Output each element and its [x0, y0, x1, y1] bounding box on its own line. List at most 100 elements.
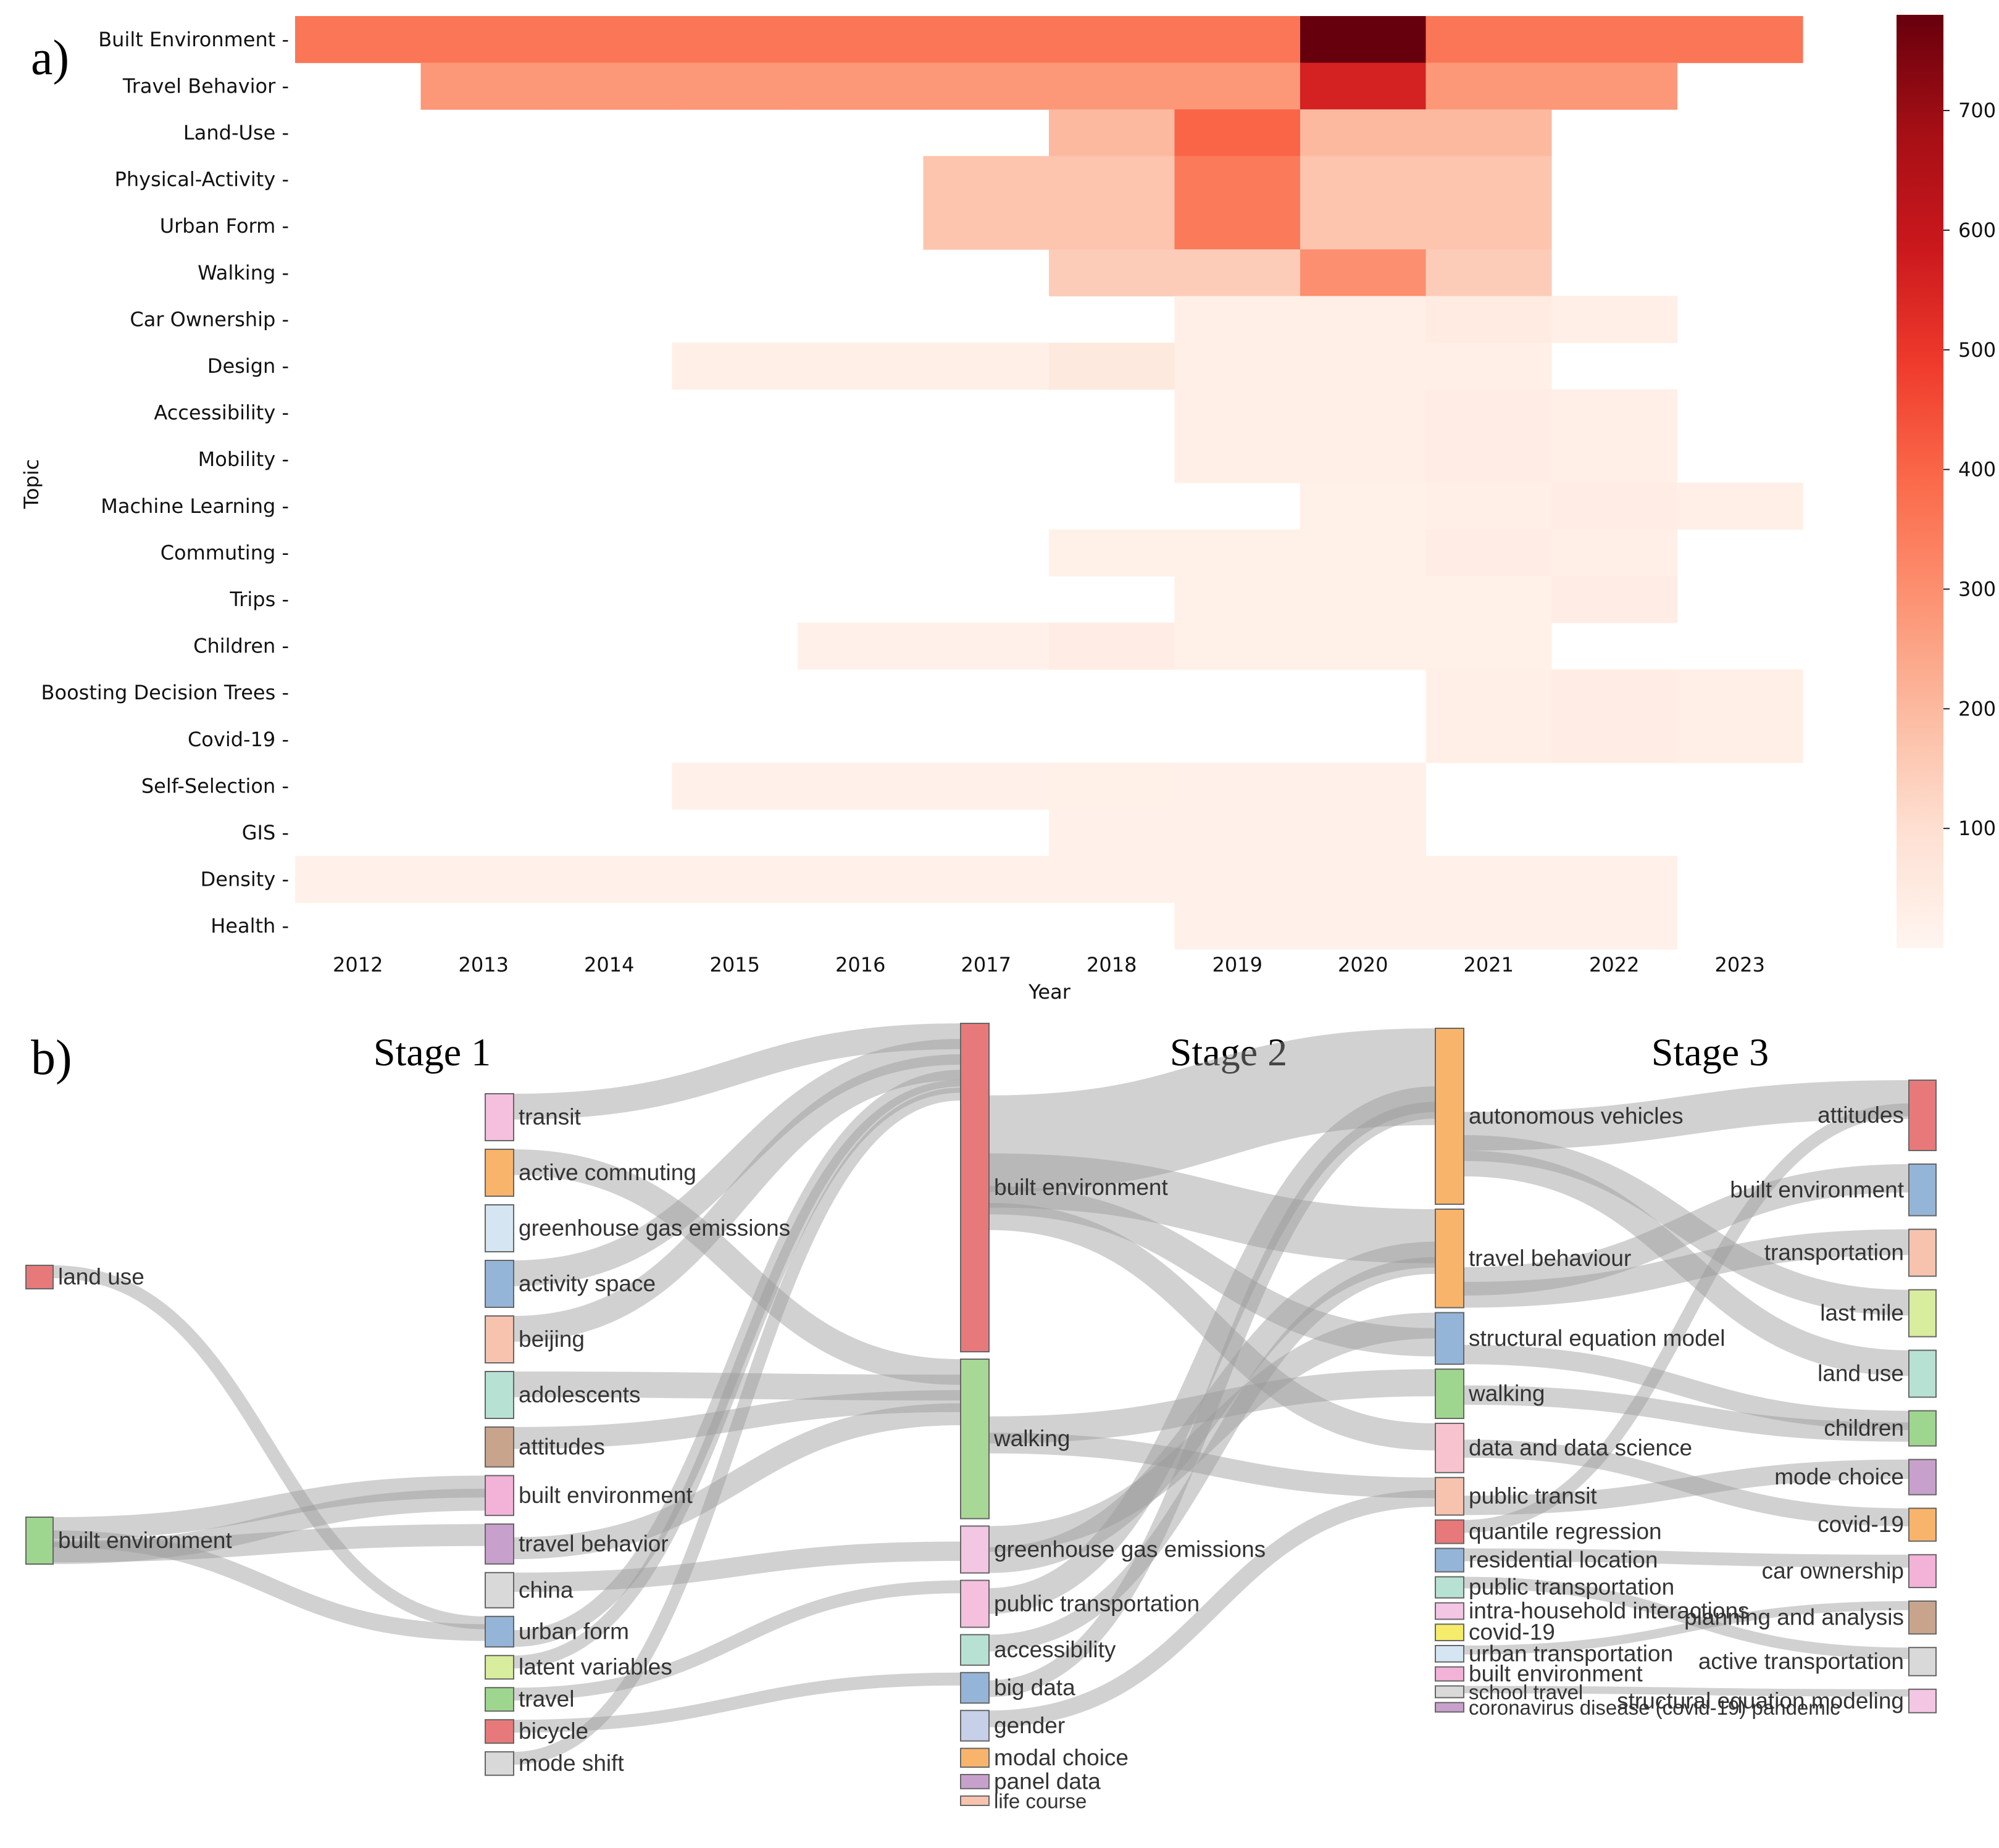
heatmap-cell-built-environment-2019: [1174, 16, 1301, 64]
sankey-node-land-use: [1908, 1349, 1937, 1398]
heatmap-cell-land-use-2019: [1174, 109, 1301, 157]
sankey-node-public-transit: [1435, 1476, 1464, 1516]
heatmap-cell-children-2021: [1425, 622, 1552, 670]
y-tick-label: Trips -: [229, 588, 289, 611]
y-tick-label: Car Ownership -: [130, 307, 289, 331]
x-tick-label: 2018: [1087, 953, 1137, 976]
sankey-node-public-transportation: [1435, 1576, 1464, 1599]
sankey-node-label: gender: [994, 1713, 1065, 1738]
sankey-node-label: public transportation: [1469, 1575, 1674, 1600]
heatmap-cell-urban-form-2017: [923, 202, 1050, 250]
heatmap-cell-walking-2020: [1300, 249, 1427, 297]
sankey-node-label: travel behaviour: [1469, 1246, 1631, 1271]
x-tick-label: 2019: [1212, 953, 1262, 976]
heatmap-cell-land-use-2021: [1425, 109, 1552, 157]
heatmap-cell-built-environment-2014: [546, 16, 673, 64]
sankey-link-built-environment-to-urban-form: [52, 1530, 486, 1641]
x-tick-label: 2022: [1589, 953, 1639, 976]
heatmap-cell-travel-behavior-2017: [923, 62, 1050, 110]
heatmap-cell-commuting-2020: [1300, 529, 1427, 576]
heatmap-cell-urban-form-2019: [1174, 202, 1301, 250]
heatmap-cell-design-2018: [1049, 343, 1175, 390]
heatmap-cell-accessibility-2019: [1174, 389, 1301, 436]
sankey-node-label: car ownership: [1762, 1558, 1904, 1583]
heatmap-cell-design-2016: [798, 343, 924, 390]
heatmap-cell-health-2020: [1300, 902, 1427, 950]
sankey-link-autonomous-vehicles-to-attitudes: [1463, 1080, 1909, 1151]
sankey-node-latent-variables: [485, 1655, 514, 1680]
colorbar-tick-label: 400: [1958, 458, 1996, 481]
sankey-node-label: transportation: [1764, 1240, 1904, 1265]
heatmap-cell-density-2020: [1300, 855, 1427, 903]
heatmap-cell-built-environment-2016: [798, 16, 924, 64]
heatmap-cell-self-selection-2015: [672, 762, 798, 810]
heatmap-cell-land-use-2020: [1300, 109, 1427, 157]
heatmap-cell-travel-behavior-2014: [546, 62, 673, 110]
sankey-node-public-transportation: [960, 1580, 990, 1628]
sankey-node-activity-space: [485, 1260, 514, 1308]
sankey-link-public-transportation-to-autonomous-vehicles: [988, 1086, 1436, 1614]
sankey-link-built-environment-to-structural-equation-model: [988, 1186, 1436, 1357]
sankey-node-label: intra-household interactions: [1469, 1598, 1750, 1623]
heatmap-cell-accessibility-2022: [1551, 389, 1678, 436]
heatmap-cell-mobility-2020: [1300, 436, 1427, 483]
heatmap-cell-built-environment-2020: [1300, 16, 1427, 64]
sankey-link-active-commuting-to-walking: [513, 1149, 961, 1385]
sankey-node-label: built environment: [58, 1528, 232, 1553]
sankey-node-label: residential location: [1469, 1547, 1658, 1573]
sankey-node-active-commuting: [485, 1149, 514, 1197]
sankey-node-label: adolescents: [519, 1382, 640, 1407]
heatmap-cell-design-2019: [1174, 343, 1301, 390]
sankey-node-attitudes: [485, 1426, 514, 1468]
sankey-node-label: beijing: [519, 1326, 585, 1352]
sankey-node-label: built environment: [1730, 1177, 1904, 1202]
heatmap-cell-walking-2018: [1049, 249, 1175, 297]
heatmap-cell-self-selection-2019: [1174, 762, 1301, 810]
panel-b-label: b): [31, 1031, 72, 1085]
heatmap-cell-built-environment-2021: [1425, 16, 1552, 64]
heatmap-cell-urban-form-2018: [1049, 202, 1175, 250]
sankey-node-label: mode shift: [519, 1750, 624, 1776]
heatmap-cell-commuting-2022: [1551, 529, 1678, 576]
y-tick-label: Urban Form -: [160, 214, 289, 238]
heatmap-chart: Built Environment - Travel Behavior - Land…: [20, 15, 1996, 1004]
sankey-node-built-environment: [25, 1517, 54, 1565]
heatmap-cell-walking-2021: [1425, 249, 1552, 297]
heatmap-cell-machine-learning-2021: [1425, 483, 1552, 530]
sankey-node-greenhouse-gas-emissions: [485, 1204, 514, 1252]
y-tick-label: Boosting Decision Trees -: [41, 681, 289, 704]
y-tick-label: Self-Selection -: [141, 774, 289, 797]
heatmap-cell-density-2017: [923, 855, 1050, 903]
sankey-link-urban-form-to-built-environment: [513, 1070, 961, 1647]
sankey-node-covid-19: [1908, 1507, 1937, 1542]
y-tick-label: GIS -: [242, 821, 289, 844]
sankey-node-label: structural equation model: [1469, 1325, 1725, 1351]
heatmap-cell-land-use-2018: [1049, 109, 1175, 157]
colorbar-tick-label: 100: [1958, 817, 1996, 840]
sankey-node-autonomous-vehicles: [1435, 1028, 1464, 1205]
sankey-link-built-environment-to-built-environment: [52, 1488, 486, 1565]
sankey-node-covid-19: [1435, 1623, 1464, 1641]
sankey-node-label: covid-19: [1469, 1620, 1555, 1645]
heatmap-cell-design-2020: [1300, 343, 1427, 390]
sankey-node-label: active transportation: [1698, 1649, 1904, 1674]
sankey-node-label: big data: [994, 1675, 1075, 1700]
heatmap-cell-covid-19-2022: [1551, 716, 1678, 764]
y-tick-label: Travel Behavior -: [122, 74, 289, 98]
heatmap-cell-travel-behavior-2016: [798, 62, 924, 110]
sankey-node-label: covid-19: [1817, 1512, 1904, 1537]
heatmap-cell-density-2016: [798, 855, 924, 903]
sankey-node-label: attitudes: [1817, 1102, 1904, 1128]
sankey-link-travel-to-public-transportation: [513, 1580, 961, 1701]
sankey-link-built-environment-to-travel-behaviour: [988, 1153, 1436, 1263]
heatmap-cell-density-2021: [1425, 855, 1552, 903]
heatmap-cell-children-2016: [798, 622, 924, 670]
heatmap-cell-built-environment-2018: [1049, 16, 1175, 64]
sankey-link-public-transit-to-mode-choice: [1463, 1459, 1909, 1515]
heatmap-cell-commuting-2019: [1174, 529, 1301, 576]
sankey-nodes: land use built environment transit active c…: [25, 1023, 1937, 1812]
x-tick-label: 2013: [459, 953, 509, 976]
sankey-node-beijing: [485, 1315, 514, 1363]
x-tick-label: 2012: [333, 953, 383, 976]
heatmap-cell-self-selection-2016: [798, 762, 924, 810]
